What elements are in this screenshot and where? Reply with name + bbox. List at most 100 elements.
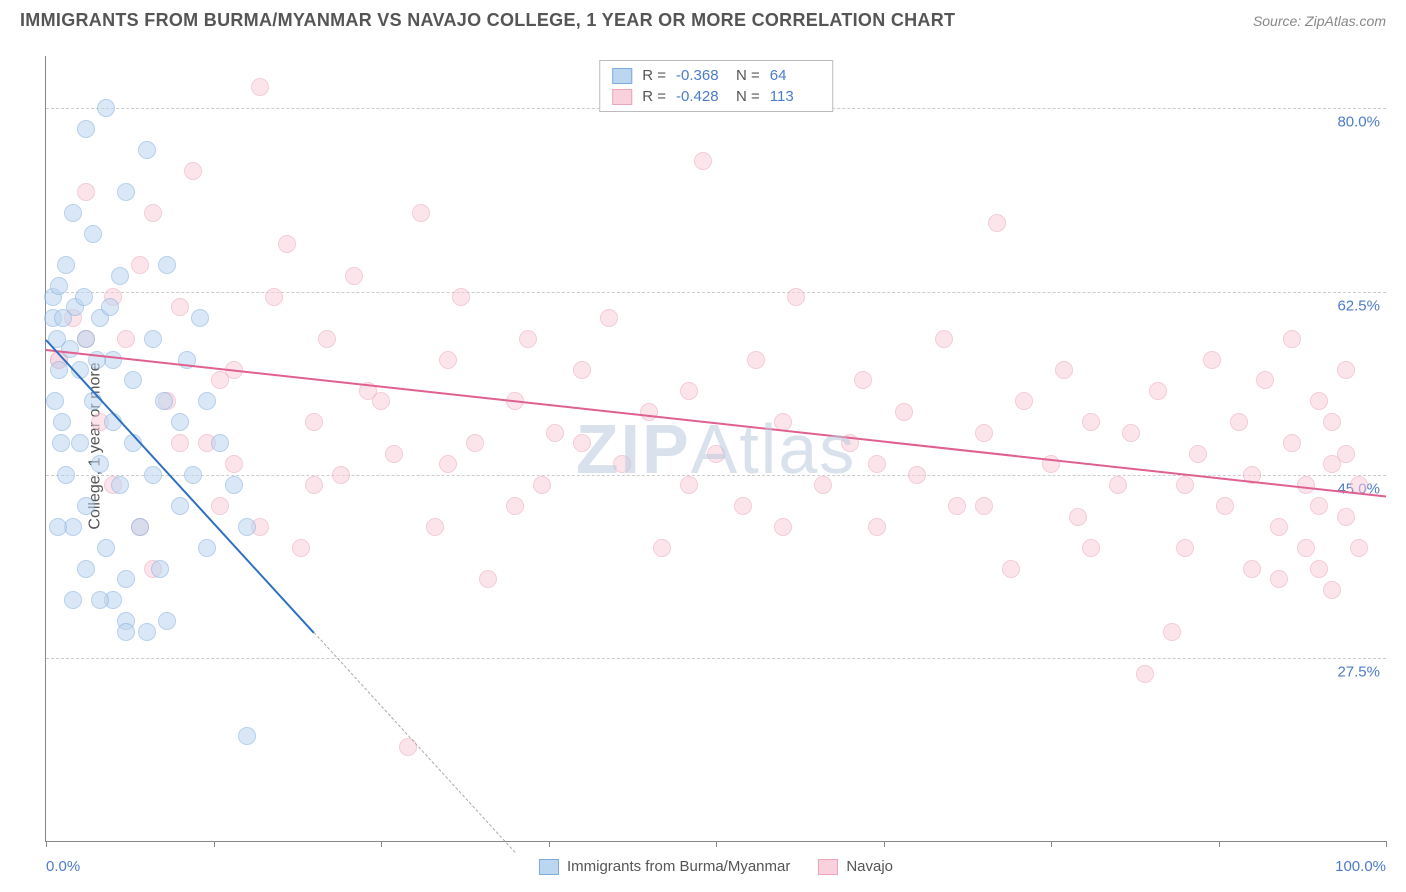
- data-point-b: [908, 466, 926, 484]
- data-point-b: [1350, 539, 1368, 557]
- data-point-a: [198, 392, 216, 410]
- data-point-a: [52, 434, 70, 452]
- r-value-a: -0.368: [676, 67, 726, 84]
- data-point-b: [1136, 665, 1154, 683]
- data-point-b: [573, 434, 591, 452]
- data-point-b: [1122, 424, 1140, 442]
- data-point-b: [265, 288, 283, 306]
- data-point-a: [101, 298, 119, 316]
- data-point-b: [385, 445, 403, 463]
- trend-line: [314, 632, 516, 852]
- series-a-name: Immigrants from Burma/Myanmar: [567, 858, 790, 875]
- n-label-a: N =: [736, 67, 760, 84]
- data-point-b: [680, 382, 698, 400]
- data-point-a: [57, 256, 75, 274]
- data-point-b: [452, 288, 470, 306]
- y-tick-label: 80.0%: [1337, 114, 1380, 131]
- data-point-b: [1189, 445, 1207, 463]
- data-point-a: [64, 591, 82, 609]
- data-point-b: [1297, 539, 1315, 557]
- data-point-b: [573, 361, 591, 379]
- x-tick: [1051, 841, 1052, 847]
- data-point-b: [1082, 539, 1100, 557]
- data-point-a: [71, 434, 89, 452]
- data-point-b: [814, 476, 832, 494]
- data-point-a: [91, 591, 109, 609]
- data-point-b: [1230, 413, 1248, 431]
- data-point-b: [211, 371, 229, 389]
- data-point-a: [138, 141, 156, 159]
- data-point-b: [1163, 623, 1181, 641]
- data-point-b: [1176, 539, 1194, 557]
- data-point-b: [131, 256, 149, 274]
- data-point-a: [238, 518, 256, 536]
- r-label-b: R =: [642, 88, 666, 105]
- data-point-b: [707, 445, 725, 463]
- trend-line: [45, 339, 314, 633]
- data-point-a: [54, 309, 72, 327]
- n-value-a: 64: [770, 67, 820, 84]
- y-tick-label: 27.5%: [1337, 663, 1380, 680]
- r-label-a: R =: [642, 67, 666, 84]
- data-point-b: [613, 455, 631, 473]
- data-point-a: [77, 120, 95, 138]
- x-tick: [1219, 841, 1220, 847]
- legend-item-a: Immigrants from Burma/Myanmar: [539, 858, 790, 875]
- n-label-b: N =: [736, 88, 760, 105]
- x-axis-max-label: 100.0%: [1335, 858, 1386, 875]
- data-point-b: [1270, 570, 1288, 588]
- data-point-b: [640, 403, 658, 421]
- data-point-a: [151, 560, 169, 578]
- data-point-a: [124, 371, 142, 389]
- data-point-a: [131, 518, 149, 536]
- data-point-b: [747, 351, 765, 369]
- data-point-b: [868, 455, 886, 473]
- data-point-a: [84, 392, 102, 410]
- data-point-a: [117, 183, 135, 201]
- data-point-a: [117, 570, 135, 588]
- x-axis-min-label: 0.0%: [46, 858, 80, 875]
- data-point-a: [50, 277, 68, 295]
- gridline: [46, 292, 1386, 293]
- data-point-b: [144, 204, 162, 222]
- data-point-a: [158, 612, 176, 630]
- data-point-b: [975, 424, 993, 442]
- data-point-b: [1283, 330, 1301, 348]
- data-point-b: [345, 267, 363, 285]
- legend-row-a: R = -0.368 N = 64: [612, 65, 820, 86]
- data-point-b: [1243, 560, 1261, 578]
- data-point-b: [1002, 560, 1020, 578]
- data-point-b: [171, 298, 189, 316]
- data-point-b: [948, 497, 966, 515]
- data-point-b: [868, 518, 886, 536]
- data-point-b: [787, 288, 805, 306]
- data-point-b: [1283, 434, 1301, 452]
- data-point-b: [1015, 392, 1033, 410]
- n-value-b: 113: [770, 88, 820, 105]
- data-point-b: [332, 466, 350, 484]
- data-point-a: [117, 623, 135, 641]
- data-point-b: [171, 434, 189, 452]
- data-point-b: [1337, 361, 1355, 379]
- swatch-a-icon: [612, 68, 632, 84]
- y-tick-label: 62.5%: [1337, 297, 1380, 314]
- x-tick: [549, 841, 550, 847]
- data-point-b: [1082, 413, 1100, 431]
- correlation-legend: R = -0.368 N = 64 R = -0.428 N = 113: [599, 60, 833, 112]
- data-point-b: [506, 497, 524, 515]
- data-point-b: [694, 152, 712, 170]
- data-point-b: [734, 497, 752, 515]
- swatch-b-icon: [612, 89, 632, 105]
- data-point-b: [372, 392, 390, 410]
- data-point-a: [75, 288, 93, 306]
- data-point-b: [412, 204, 430, 222]
- data-point-b: [1149, 382, 1167, 400]
- data-point-b: [1310, 497, 1328, 515]
- data-point-b: [439, 351, 457, 369]
- data-point-a: [198, 539, 216, 557]
- data-point-b: [988, 214, 1006, 232]
- data-point-b: [77, 183, 95, 201]
- data-point-b: [1270, 518, 1288, 536]
- data-point-a: [238, 727, 256, 745]
- data-point-a: [138, 623, 156, 641]
